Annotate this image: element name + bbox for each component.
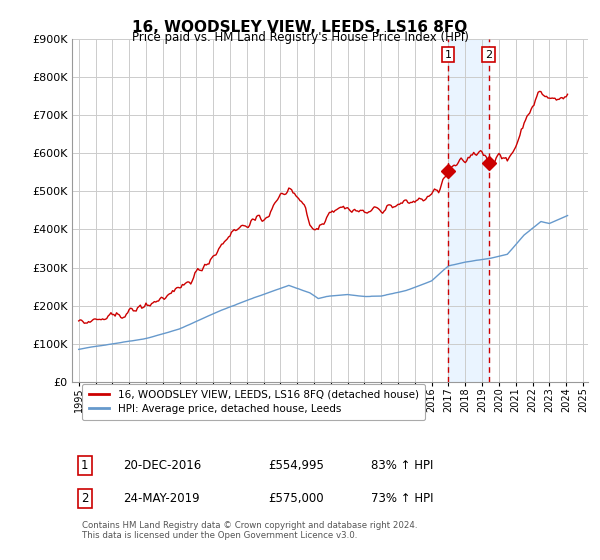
Text: 1: 1	[81, 459, 89, 472]
Text: £575,000: £575,000	[268, 492, 324, 505]
Text: 73% ↑ HPI: 73% ↑ HPI	[371, 492, 434, 505]
Text: 2: 2	[485, 50, 492, 59]
Text: 2: 2	[81, 492, 89, 505]
Text: 20-DEC-2016: 20-DEC-2016	[124, 459, 202, 472]
Text: £554,995: £554,995	[268, 459, 324, 472]
Legend: 16, WOODSLEY VIEW, LEEDS, LS16 8FQ (detached house), HPI: Average price, detache: 16, WOODSLEY VIEW, LEEDS, LS16 8FQ (deta…	[82, 384, 425, 420]
Text: Price paid vs. HM Land Registry's House Price Index (HPI): Price paid vs. HM Land Registry's House …	[131, 31, 469, 44]
Text: Contains HM Land Registry data © Crown copyright and database right 2024.
This d: Contains HM Land Registry data © Crown c…	[82, 521, 418, 540]
Bar	[448, 39, 488, 382]
Text: 1: 1	[445, 50, 451, 59]
Text: 24-MAY-2019: 24-MAY-2019	[124, 492, 200, 505]
Text: 83% ↑ HPI: 83% ↑ HPI	[371, 459, 434, 472]
Text: 16, WOODSLEY VIEW, LEEDS, LS16 8FQ: 16, WOODSLEY VIEW, LEEDS, LS16 8FQ	[133, 20, 467, 35]
